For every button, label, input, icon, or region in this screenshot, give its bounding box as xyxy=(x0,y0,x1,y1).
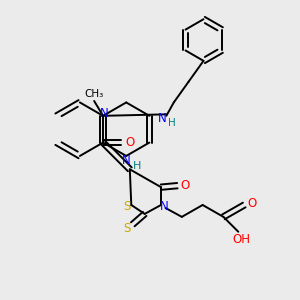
Text: O: O xyxy=(180,179,189,192)
Text: S: S xyxy=(123,222,130,235)
Text: H: H xyxy=(133,161,141,171)
Text: CH₃: CH₃ xyxy=(85,88,104,98)
Text: N: N xyxy=(158,112,166,125)
Text: O: O xyxy=(125,136,134,149)
Text: N: N xyxy=(100,107,109,120)
Text: N: N xyxy=(122,154,130,167)
Text: S: S xyxy=(123,200,130,213)
Text: N: N xyxy=(160,200,168,213)
Text: H: H xyxy=(168,118,176,128)
Text: O: O xyxy=(247,197,256,210)
Text: OH: OH xyxy=(232,233,250,246)
